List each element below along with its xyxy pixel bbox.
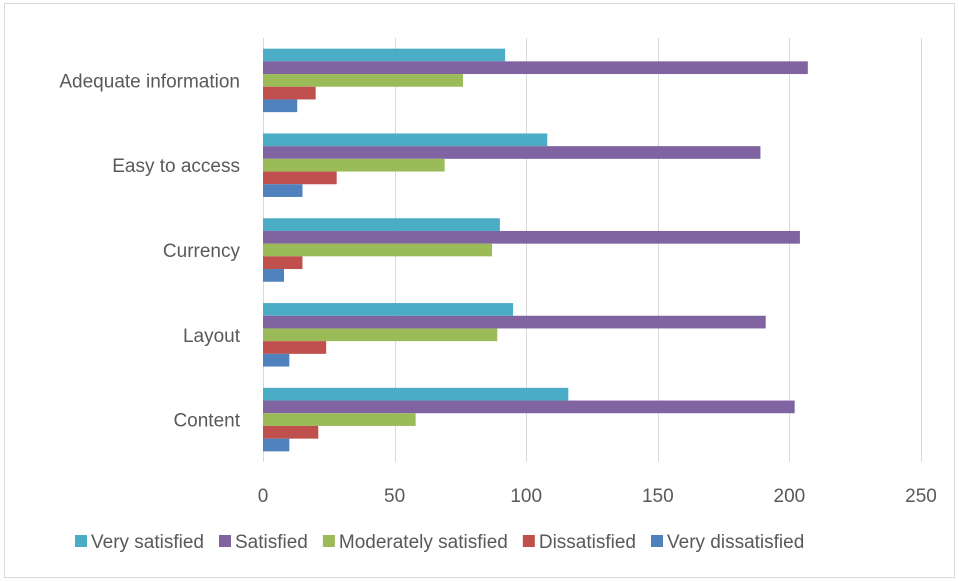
bar-content-very-satisfied xyxy=(263,387,569,401)
bar-currency-moderately-satisfied xyxy=(263,243,492,257)
category-label-content: Content xyxy=(173,411,240,432)
bar-adequate-information-satisfied xyxy=(263,61,808,75)
bar-adequate-information-very-satisfied xyxy=(263,48,506,62)
bar-layout-satisfied xyxy=(263,315,766,329)
legend-label-satisfied: Satisfied xyxy=(235,532,308,553)
bar-layout-moderately-satisfied xyxy=(263,328,498,342)
bar-layout-dissatisfied xyxy=(263,341,327,354)
x-tick-label-150: 150 xyxy=(642,486,674,507)
category-label-adequate-information: Adequate information xyxy=(59,71,240,92)
bar-currency-very-satisfied xyxy=(263,218,500,231)
bar-adequate-information-very-dissatisfied xyxy=(263,99,298,113)
bar-content-dissatisfied xyxy=(263,425,319,439)
bar-content-satisfied xyxy=(263,400,795,414)
legend-swatch-moderately-satisfied xyxy=(322,535,335,547)
category-label-layout: Layout xyxy=(183,326,241,347)
legend-swatch-very-satisfied xyxy=(75,535,87,547)
x-tick-label-200: 200 xyxy=(774,486,806,507)
bar-easy-to-access-satisfied xyxy=(263,146,761,159)
legend-swatch-satisfied xyxy=(219,535,231,547)
bar-easy-to-access-very-satisfied xyxy=(263,133,548,147)
legend: Very satisfied Satisfied Moderately satisf… xyxy=(75,532,804,553)
bar-currency-very-dissatisfied xyxy=(263,269,285,282)
bar-layout-very-dissatisfied xyxy=(263,353,290,367)
category-label-easy-to-access: Easy to access xyxy=(112,156,240,177)
bar-adequate-information-dissatisfied xyxy=(263,86,316,100)
chart-frame xyxy=(4,3,955,578)
legend-swatch-very-dissatisfied xyxy=(651,535,663,547)
category-label-currency: Currency xyxy=(163,241,241,262)
legend-label-very-dissatisfied: Very dissatisfied xyxy=(667,532,804,553)
x-tick-labels: 0 50 100 150 200 250 xyxy=(258,486,937,507)
legend-label-moderately-satisfied: Moderately satisfied xyxy=(339,532,508,553)
category-labels: Adequate information Easy to access Curren… xyxy=(59,71,240,431)
bar-easy-to-access-very-dissatisfied xyxy=(263,184,303,197)
x-tick-label-100: 100 xyxy=(510,486,542,507)
bar-content-moderately-satisfied xyxy=(263,413,416,426)
x-tick-label-50: 50 xyxy=(384,486,405,507)
legend-label-dissatisfied: Dissatisfied xyxy=(539,532,636,553)
bar-layout-very-satisfied xyxy=(263,303,514,316)
bar-easy-to-access-dissatisfied xyxy=(263,171,337,185)
legend-swatch-dissatisfied xyxy=(522,535,535,547)
bars xyxy=(263,48,808,452)
bar-currency-satisfied xyxy=(263,230,800,244)
bar-currency-dissatisfied xyxy=(263,256,303,270)
bar-content-very-dissatisfied xyxy=(263,438,290,452)
x-tick-label-0: 0 xyxy=(258,486,269,507)
x-tick-label-250: 250 xyxy=(905,486,937,507)
legend-label-very-satisfied: Very satisfied xyxy=(91,532,204,553)
bar-adequate-information-moderately-satisfied xyxy=(263,74,464,87)
bar-easy-to-access-moderately-satisfied xyxy=(263,158,445,172)
